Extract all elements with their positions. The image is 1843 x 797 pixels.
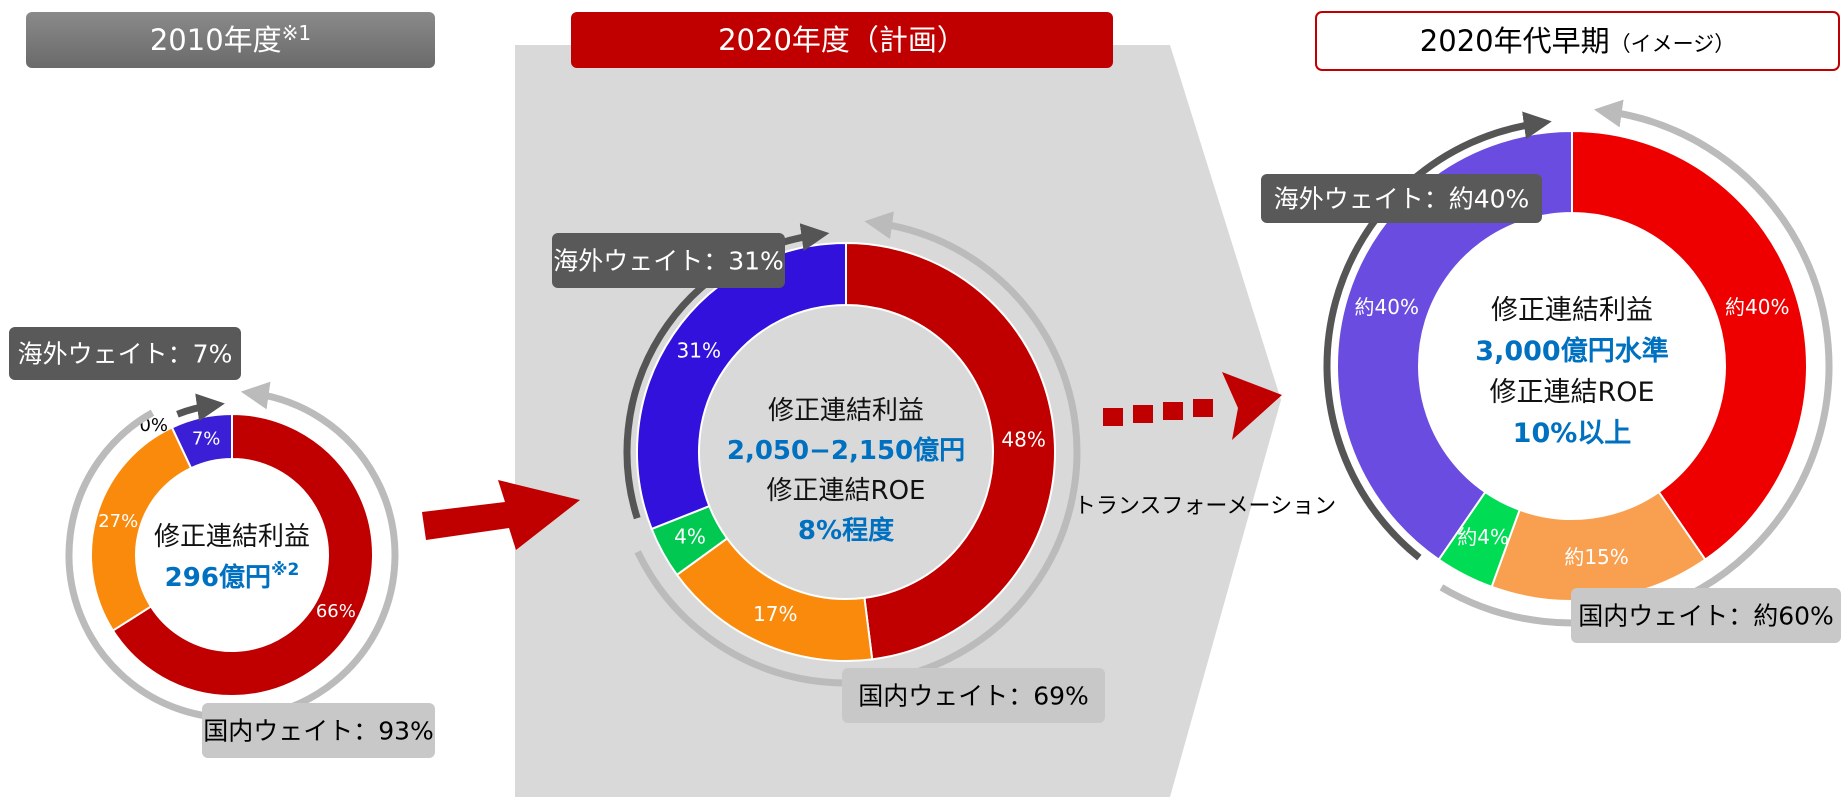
domestic-weight-box — [1571, 588, 1841, 643]
center-line: 修正連結利益 — [1491, 295, 1653, 326]
center-line: 修正連結ROE — [767, 476, 926, 506]
domestic-weight: 国内ウェイト：93% — [203, 717, 434, 746]
center-note: ※2 — [271, 560, 299, 580]
overseas-weight-box — [1261, 174, 1542, 223]
title: 2020年代早期 — [1420, 24, 1610, 58]
center-text: 296億円※2 — [165, 560, 300, 593]
center-line: 8%程度 — [798, 515, 894, 546]
center-line: 修正連結利益 — [154, 522, 310, 552]
segment-label: 約40% — [1725, 295, 1789, 319]
header-box — [26, 12, 435, 68]
donut-segment — [1571, 129, 1808, 561]
domestic-weight: 国内ウェイト：69% — [858, 682, 1089, 711]
segment-label: 17% — [753, 602, 797, 626]
donut-chart: 2020年代早期（イメージ） 約40% 約15% 約4% 約40% 修正連結利益 3,000… — [1261, 11, 1841, 643]
segment-label: 48% — [1001, 427, 1045, 451]
domestic-arrow — [634, 211, 1081, 687]
overseas-weight: 海外ウェイト：7% — [18, 340, 233, 369]
arrow — [422, 480, 580, 550]
domestic-weight-box — [202, 703, 435, 758]
segment-label: 66% — [316, 601, 356, 622]
header-title: 2020年代早期（イメージ） — [1420, 24, 1735, 58]
title-note: ※1 — [282, 21, 311, 45]
title-note: （イメージ） — [1610, 32, 1736, 56]
donut-segment — [111, 412, 374, 697]
center-text: 修正連結利益 — [154, 522, 310, 552]
header-box — [571, 12, 1113, 68]
segment-label: 約40% — [1355, 295, 1419, 319]
center-text: 8%程度 — [798, 515, 894, 546]
segment-label: 4% — [674, 524, 706, 548]
center-line: 3,000億円水準 — [1475, 335, 1668, 367]
overseas-weight: 海外ウェイト：31% — [553, 247, 784, 276]
center-text: 2,050−2,150億円 — [727, 436, 965, 466]
annotation: トランスフォーメーション — [1074, 494, 1336, 519]
overseas-weight-box — [552, 233, 785, 288]
donut-segment — [636, 241, 847, 531]
header-title: 2010年度※1 — [150, 21, 311, 58]
center-line: 修正連結ROE — [1489, 377, 1654, 408]
center-text: 修正連結ROE — [767, 476, 926, 506]
center-line: 10%以上 — [1513, 418, 1632, 449]
center-text: 10%以上 — [1513, 418, 1632, 449]
overseas-arrow — [176, 393, 225, 422]
center-text: 3,000億円水準 — [1475, 335, 1668, 367]
segment-label: 7% — [192, 428, 221, 449]
dotted-arrow — [1103, 372, 1282, 440]
overseas-weight: 海外ウェイト：約40% — [1274, 185, 1530, 214]
overseas-arrow — [1323, 111, 1552, 561]
center-text: 修正連結利益 — [1491, 295, 1653, 326]
donut-segment — [90, 426, 193, 632]
donut-chart: 2010年度※166%27%0%7%修正連結利益296億円※2海外ウェイト：7%… — [9, 12, 435, 758]
center-line: 修正連結利益 — [768, 396, 924, 426]
center-text: 修正連結利益 — [768, 396, 924, 426]
donut-segment — [845, 241, 1056, 661]
segment-label: 約4% — [1457, 525, 1509, 549]
header-title: 2020年度（計画） — [718, 23, 966, 57]
segment-label: 約15% — [1564, 545, 1628, 569]
center-line: 2,050−2,150億円 — [727, 436, 965, 466]
domestic-weight: 国内ウェイト：約60% — [1578, 602, 1834, 631]
center-line: 296億円 — [165, 563, 271, 593]
segment-label: 27% — [98, 511, 138, 532]
donut-segment — [170, 412, 233, 470]
header-box — [1315, 11, 1840, 71]
title: 2020年度（計画） — [718, 23, 966, 57]
donut-chart: 2020年度（計画） 48% 17% 4% 31% 修正連結利益 2,050−2,150億円… — [552, 12, 1113, 723]
overseas-weight-box — [9, 327, 241, 380]
segment-label: 31% — [677, 338, 721, 362]
center-text: 修正連結ROE — [1489, 377, 1654, 408]
domestic-weight-box — [842, 668, 1105, 723]
title: 2010年度 — [150, 23, 282, 57]
